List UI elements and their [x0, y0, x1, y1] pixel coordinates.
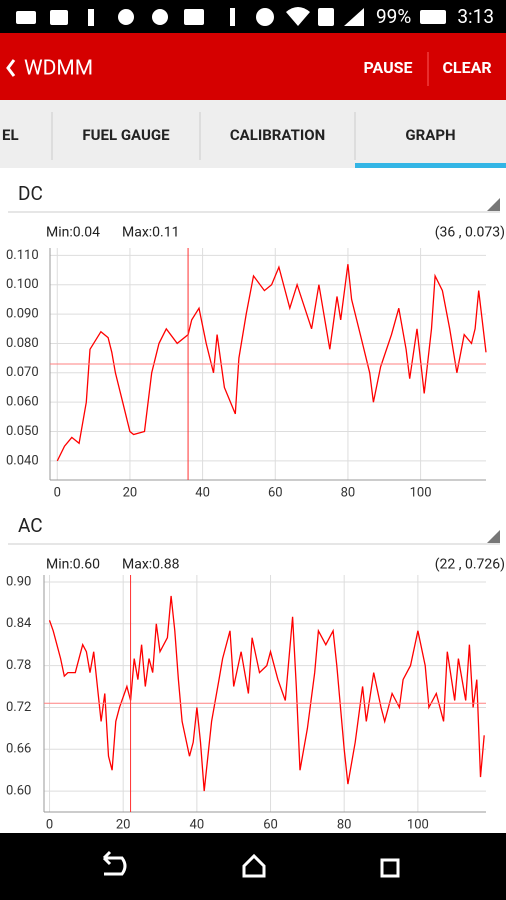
x-tick-label: 100: [407, 817, 429, 832]
y-tick-label: 0.78: [6, 658, 31, 673]
y-tick-label: 0.060: [6, 395, 39, 410]
nav-home[interactable]: [242, 853, 266, 878]
section-corner: [487, 530, 500, 543]
x-tick-label: 20: [116, 817, 131, 832]
y-tick-label: 0.72: [6, 700, 31, 715]
tab-indicator: [355, 163, 506, 168]
app-bar: [0, 33, 506, 100]
cursor-label: (22 , 0.726): [435, 557, 505, 573]
tab[interactable]: CALIBRATION: [230, 126, 325, 144]
battery-text: 99%: [376, 5, 411, 28]
tab[interactable]: FUEL GAUGE: [82, 126, 170, 144]
min-label: Min:0.04: [46, 225, 100, 241]
y-tick-label: 0.050: [6, 424, 39, 439]
section-title: AC: [18, 514, 43, 537]
nav-bar: [0, 833, 506, 900]
action-button[interactable]: CLEAR: [442, 58, 491, 77]
y-tick-label: 0.66: [6, 742, 31, 757]
section-title: DC: [18, 182, 43, 205]
x-tick-label: 40: [195, 485, 210, 500]
max-label: Max:0.88: [122, 557, 180, 573]
data-line: [48, 595, 485, 792]
y-tick-label: 0.60: [6, 784, 31, 799]
section-corner: [487, 198, 500, 211]
tab[interactable]: GRAPH: [405, 126, 455, 144]
x-tick-label: 0: [54, 485, 61, 500]
x-tick-label: 60: [263, 817, 278, 832]
y-tick-label: 0.84: [6, 616, 32, 631]
status-icons: [16, 7, 446, 26]
chart: DC Min:0.04 Max:0.11 (36 , 0.073) 0.040 0.050…: [6, 182, 505, 500]
y-tick-label: 0.070: [6, 365, 39, 380]
x-tick-label: 20: [123, 485, 138, 500]
y-tick-label: 0.040: [6, 453, 39, 468]
x-tick-label: 40: [190, 817, 205, 832]
max-label: Max:0.11: [122, 225, 179, 241]
nav-back[interactable]: [102, 850, 127, 876]
tab[interactable]: EL: [2, 126, 19, 144]
x-tick-label: 80: [337, 817, 352, 832]
y-tick-label: 0.090: [6, 307, 39, 322]
tab-bar: [0, 100, 506, 168]
y-tick-label: 0.080: [6, 336, 39, 351]
x-tick-label: 0: [46, 817, 53, 832]
x-tick-label: 80: [341, 485, 356, 500]
clock: 3:13: [457, 5, 494, 28]
nav-recents[interactable]: [380, 858, 400, 878]
y-tick-label: 0.90: [6, 574, 31, 589]
chart: AC Min:0.60 Max:0.88 (22 , 0.726) 0.60 0.66 0.…: [6, 514, 505, 832]
data-line: [56, 264, 487, 462]
x-tick-label: 100: [410, 485, 432, 500]
app-title[interactable]: WDMM: [24, 57, 93, 81]
back-chevron[interactable]: [6, 59, 16, 77]
y-tick-label: 0.110: [6, 248, 39, 263]
cursor-label: (36 , 0.073): [435, 225, 505, 241]
x-tick-label: 60: [268, 485, 283, 500]
action-button[interactable]: PAUSE: [363, 58, 412, 77]
min-label: Min:0.60: [46, 557, 100, 573]
y-tick-label: 0.100: [6, 277, 39, 292]
